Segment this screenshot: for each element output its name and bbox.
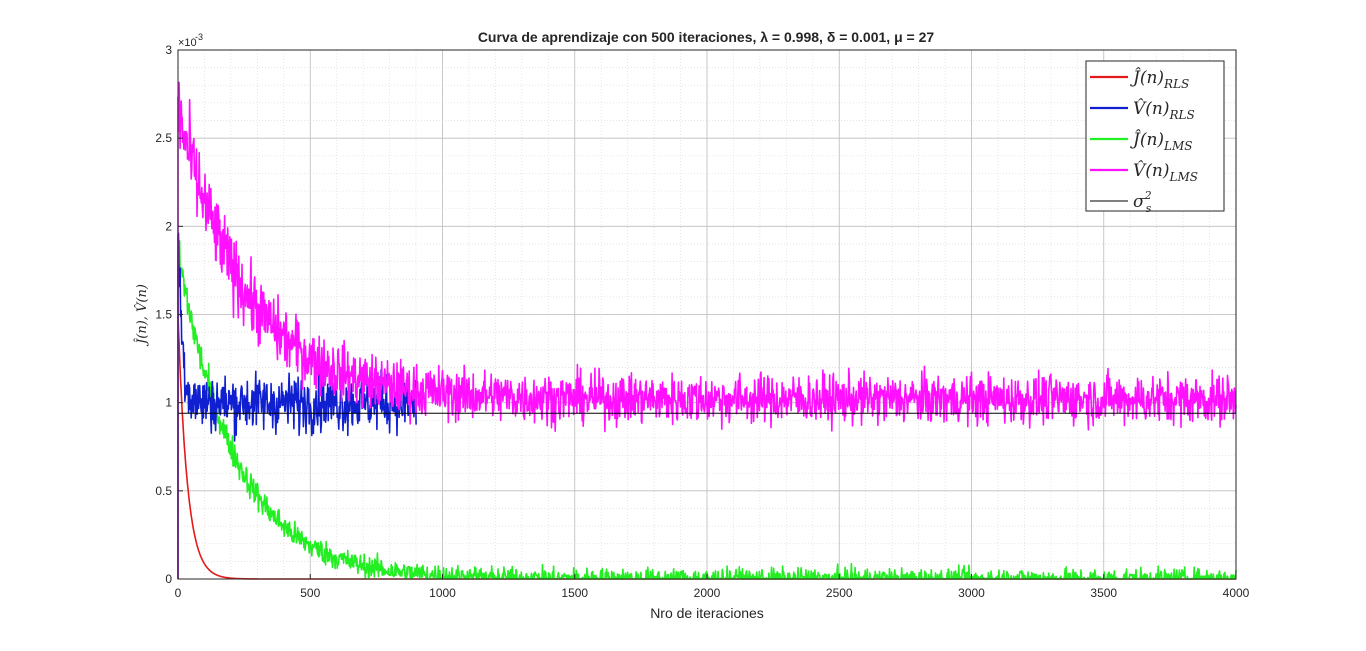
y-exponent-base: ×10 (178, 37, 197, 49)
y-exponent: ×10 -3 (178, 32, 203, 49)
chart-title: Curva de aprendizaje con 500 iteraciones… (478, 29, 935, 45)
y-tick-label: 1.5 (155, 308, 172, 322)
legend-label: V̂(n)LMS (1133, 161, 1198, 184)
y-axis-label: Ĵ(n), V̂(n) (134, 284, 150, 347)
x-tick-label: 2500 (826, 586, 853, 600)
x-tick-label: 3000 (958, 586, 985, 600)
series-line-2 (177, 240, 1237, 580)
legend-label: σ2 s (1133, 189, 1152, 215)
x-tick-label: 1500 (561, 586, 588, 600)
y-tick-label: 2.5 (155, 131, 172, 145)
y-tick-label: 0.5 (155, 484, 172, 498)
y-tick-label: 0 (165, 572, 172, 586)
x-tick-label: 3500 (1090, 586, 1117, 600)
legend-label: V̂(n)RLS (1133, 99, 1195, 122)
tick-layer: 0 500 1000 1500 2000 2500 3000 3500 4000 0 0.5 1 1.5… (155, 43, 1249, 600)
series-line-1 (177, 232, 417, 579)
series-line-3 (177, 81, 1237, 579)
x-tick-label: 2000 (694, 586, 721, 600)
legend-entries: Ĵ(n)RLS V̂(n)RLS Ĵ(n)LMS V̂(n)LMS σ2 s (1090, 68, 1198, 215)
legend-box (1085, 60, 1225, 212)
y-tick-label: 2 (165, 219, 172, 233)
legend: Ĵ(n)RLS V̂(n)RLS Ĵ(n)LMS V̂(n)LMS σ2 s (1085, 60, 1225, 215)
x-axis-label: Nro de iteraciones (650, 605, 764, 621)
x-tick-label: 1000 (429, 586, 456, 600)
y-tick-label: 3 (165, 43, 172, 57)
y-exponent-power: -3 (195, 32, 203, 42)
legend-label: Ĵ(n)RLS (1130, 68, 1189, 91)
x-tick-label: 500 (300, 586, 320, 600)
y-tick-label: 1 (165, 396, 172, 410)
x-tick-label: 4000 (1223, 586, 1250, 600)
legend-label: Ĵ(n)LMS (1130, 130, 1193, 153)
x-tick-label: 0 (175, 586, 182, 600)
